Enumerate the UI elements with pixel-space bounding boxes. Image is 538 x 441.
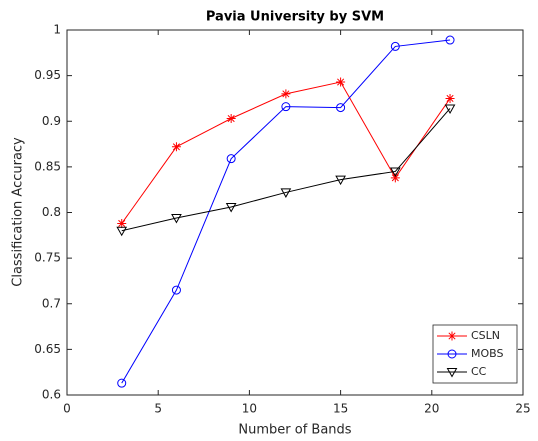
marker — [226, 154, 236, 164]
y-tick-label: 0.6 — [42, 388, 61, 402]
legend-label: MOBS — [471, 347, 504, 360]
marker — [336, 77, 346, 87]
marker — [226, 114, 236, 124]
x-tick-label: 25 — [515, 402, 530, 416]
y-tick-label: 1 — [53, 23, 61, 37]
y-tick-label: 0.9 — [42, 114, 61, 128]
marker — [390, 173, 400, 183]
x-tick-label: 15 — [333, 402, 348, 416]
y-tick-label: 0.85 — [34, 159, 61, 173]
series-line — [121, 39, 451, 384]
y-tick-label: 0.7 — [42, 296, 61, 310]
marker — [281, 89, 291, 99]
marker — [446, 368, 458, 378]
marker — [171, 285, 181, 295]
marker — [447, 331, 457, 341]
marker — [445, 35, 455, 45]
marker — [444, 104, 456, 114]
y-tick-label: 0.65 — [34, 342, 61, 356]
marker — [281, 102, 291, 112]
marker — [171, 213, 182, 224]
chart-title: Pavia University by SVM — [206, 10, 384, 25]
marker — [336, 103, 346, 113]
y-tick-label: 0.75 — [34, 251, 61, 265]
x-tick-label: 0 — [63, 402, 71, 416]
legend: CSLN MOBS CC — [432, 324, 518, 384]
legend-label: CC — [471, 365, 487, 378]
marker — [116, 226, 128, 237]
marker — [445, 93, 455, 103]
x-tick-label: 5 — [154, 402, 162, 416]
y-tick-label: 0.95 — [34, 68, 61, 82]
marker — [447, 349, 457, 359]
x-axis-label: Number of Bands — [238, 423, 351, 438]
marker — [390, 41, 400, 51]
y-tick-label: 0.8 — [42, 205, 61, 219]
marker — [171, 142, 181, 152]
series-line — [121, 108, 451, 232]
legend-label: CSLN — [471, 329, 500, 342]
marker — [335, 175, 346, 186]
x-tick-label: 20 — [424, 402, 439, 416]
marker — [117, 218, 127, 228]
marker — [280, 188, 292, 198]
y-axis-label: Classification Accuracy — [11, 137, 26, 287]
x-tick-label: 10 — [242, 402, 257, 416]
marker — [225, 203, 237, 213]
marker — [117, 378, 127, 388]
marker — [389, 167, 401, 177]
